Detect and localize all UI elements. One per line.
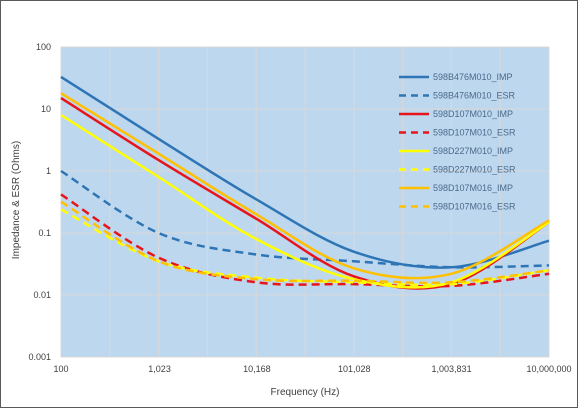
y-tick-label: 1	[46, 166, 51, 176]
x-tick-label: 100	[53, 364, 68, 374]
y-tick-label: 10	[41, 104, 51, 114]
series-line	[60, 113, 550, 289]
series-line	[60, 92, 550, 280]
series-lines	[60, 75, 550, 290]
legend-label: 598D107M010_IMP	[433, 109, 513, 119]
x-tick-label: 101,028	[338, 364, 371, 374]
series-line	[60, 97, 550, 290]
x-tick-label: 10,168	[243, 364, 271, 374]
x-tick-label: 1,023	[148, 364, 171, 374]
legend-label: 598D107M016_ESR	[433, 202, 516, 212]
x-axis-title: Frequency (Hz)	[271, 387, 340, 398]
legend-label: 598D227M010_ESR	[433, 165, 516, 175]
legend-label: 598B476M010_ESR	[433, 91, 516, 101]
y-axis-ticks: 100 10 1 0.1 0.01 0.001	[28, 42, 51, 362]
y-tick-label: 0.1	[38, 228, 51, 238]
y-axis-title: Impedance & ESR (Ohms)	[11, 141, 22, 259]
x-tick-label: 1,003,831	[432, 364, 472, 374]
legend-label: 598D107M010_ESR	[433, 128, 516, 138]
y-tick-label: 0.001	[28, 352, 51, 362]
legend: 598B476M010_IMP 598B476M010_ESR 598D107M…	[399, 72, 516, 212]
grid	[60, 46, 550, 358]
x-tick-label: 10,000,000	[526, 364, 571, 374]
series-line	[60, 193, 550, 288]
x-axis-ticks: 100 1,023 10,168 101,028 1,003,831 10,00…	[53, 364, 571, 374]
y-tick-label: 0.01	[33, 290, 51, 300]
legend-label: 598D107M016_IMP	[433, 183, 513, 193]
series-line	[60, 200, 550, 285]
legend-label: 598D227M010_IMP	[433, 146, 513, 156]
series-line	[60, 75, 550, 269]
series-line	[60, 169, 550, 269]
y-tick-label: 100	[36, 42, 51, 52]
legend-label: 598B476M010_IMP	[433, 72, 513, 82]
